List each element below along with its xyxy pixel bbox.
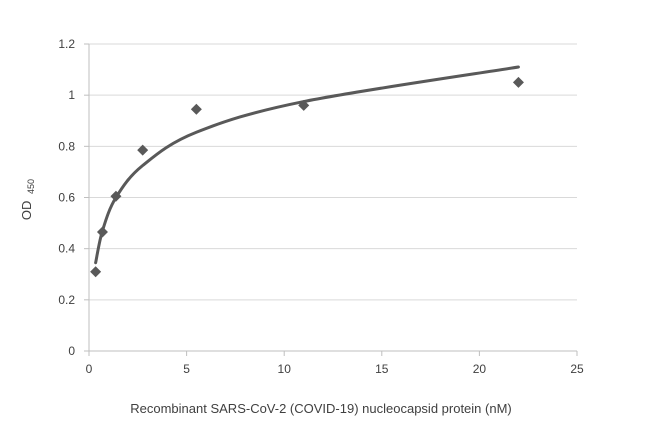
y-tick-label: 0.6 xyxy=(58,191,75,205)
y-tick-label: 1 xyxy=(68,88,75,102)
x-tick-label: 25 xyxy=(570,362,584,376)
x-tick-label: 20 xyxy=(473,362,487,376)
data-points xyxy=(90,76,524,278)
x-axis-title: Recombinant SARS-CoV-2 (COVID-19) nucleo… xyxy=(130,401,512,416)
y-tick-label: 0.2 xyxy=(58,293,75,307)
trendline xyxy=(94,65,520,265)
x-tick-label: 0 xyxy=(86,362,93,376)
y-axis-title-subscript: 450 xyxy=(26,179,36,194)
data-point xyxy=(190,103,202,115)
data-point xyxy=(96,226,108,238)
tick-labels: 0 0.2 0.4 0.6 0.8 1 1.2 0 5 10 15 20 25 xyxy=(58,37,584,376)
y-tick-label: 1.2 xyxy=(58,37,75,51)
y-axis-title: OD 450 xyxy=(19,179,36,220)
y-axis-title-main: OD xyxy=(19,201,34,221)
x-tick-label: 5 xyxy=(183,362,190,376)
y-tick-label: 0 xyxy=(68,344,75,358)
y-tick-label: 0.4 xyxy=(58,242,75,256)
data-point xyxy=(512,76,524,88)
x-tick-label: 10 xyxy=(278,362,292,376)
data-point xyxy=(90,266,102,278)
data-point xyxy=(110,190,122,202)
axes xyxy=(84,43,578,356)
gridlines xyxy=(89,43,577,301)
data-point xyxy=(298,99,310,111)
y-tick-label: 0.8 xyxy=(58,139,75,153)
data-point xyxy=(137,144,149,156)
x-tick-label: 15 xyxy=(375,362,389,376)
